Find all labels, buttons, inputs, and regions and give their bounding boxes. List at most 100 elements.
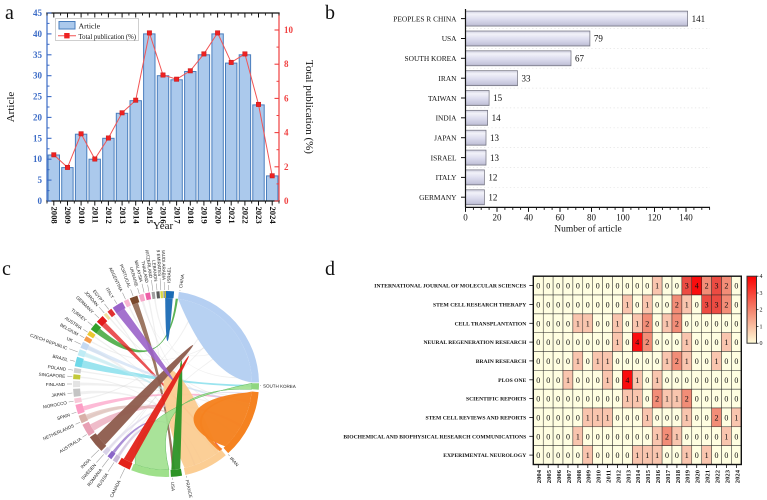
svg-text:0: 0 [734, 357, 738, 366]
svg-text:2011: 2011 [606, 470, 613, 483]
svg-text:2010: 2010 [596, 469, 603, 483]
svg-text:0: 0 [675, 413, 679, 422]
svg-text:AUSTRALIA: AUSTRALIA [59, 436, 83, 454]
svg-text:0: 0 [606, 338, 610, 347]
svg-text:0: 0 [695, 451, 699, 460]
svg-text:INDIA: INDIA [436, 114, 458, 123]
svg-text:0: 0 [536, 319, 540, 328]
svg-text:0: 0 [566, 395, 570, 404]
svg-text:0: 0 [715, 319, 719, 328]
svg-text:67: 67 [575, 54, 585, 64]
svg-text:2004: 2004 [536, 469, 543, 483]
svg-text:0: 0 [596, 300, 600, 309]
svg-text:0: 0 [665, 282, 669, 291]
svg-text:0: 0 [645, 432, 649, 441]
svg-text:CHINA: CHINA [178, 274, 185, 289]
svg-text:0: 0 [734, 319, 738, 328]
svg-text:ITALY: ITALY [436, 173, 457, 182]
svg-text:0: 0 [546, 376, 550, 385]
svg-text:0: 0 [606, 282, 610, 291]
svg-text:SOUTH KOREA: SOUTH KOREA [405, 54, 458, 63]
svg-text:0: 0 [596, 395, 600, 404]
svg-text:1: 1 [685, 357, 689, 366]
svg-text:0: 0 [705, 432, 709, 441]
svg-text:0: 0 [705, 319, 709, 328]
svg-text:1: 1 [655, 451, 659, 460]
svg-text:2016: 2016 [655, 469, 662, 483]
svg-text:0: 0 [546, 413, 550, 422]
svg-text:FINLAND: FINLAND [46, 382, 66, 387]
svg-text:Number of article: Number of article [554, 223, 622, 234]
svg-text:0: 0 [576, 282, 580, 291]
svg-text:SOUTH KOREA: SOUTH KOREA [263, 384, 296, 390]
svg-text:1: 1 [655, 432, 659, 441]
svg-text:2: 2 [705, 282, 709, 291]
svg-text:2005: 2005 [546, 469, 553, 483]
svg-text:0: 0 [645, 357, 649, 366]
svg-text:0: 0 [566, 319, 570, 328]
svg-text:2022: 2022 [714, 469, 721, 483]
svg-text:0: 0 [625, 319, 629, 328]
svg-text:0: 0 [760, 341, 763, 347]
svg-text:0: 0 [635, 282, 639, 291]
svg-text:IRAN: IRAN [229, 456, 240, 467]
svg-text:0: 0 [606, 300, 610, 309]
svg-text:0: 0 [724, 376, 728, 385]
svg-text:0: 0 [546, 319, 550, 328]
svg-text:0: 0 [586, 282, 590, 291]
svg-text:0: 0 [695, 395, 699, 404]
svg-text:0: 0 [685, 376, 689, 385]
svg-text:2023: 2023 [254, 207, 264, 224]
svg-text:4: 4 [760, 274, 763, 280]
svg-text:0: 0 [546, 338, 550, 347]
svg-text:2021: 2021 [227, 207, 237, 224]
svg-text:0: 0 [625, 282, 629, 291]
svg-text:BRAIN RESEARCH: BRAIN RESEARCH [476, 359, 527, 365]
svg-text:2012: 2012 [615, 469, 622, 483]
svg-text:2: 2 [665, 432, 669, 441]
svg-text:1: 1 [635, 319, 639, 328]
svg-text:0: 0 [724, 357, 728, 366]
svg-text:IRAN: IRAN [438, 74, 457, 83]
svg-text:SINGAPORE: SINGAPORE [38, 372, 65, 379]
svg-text:0: 0 [38, 196, 43, 206]
svg-text:0: 0 [695, 319, 699, 328]
svg-text:0: 0 [616, 357, 620, 366]
svg-text:2024: 2024 [268, 207, 278, 225]
svg-text:0: 0 [625, 357, 629, 366]
svg-text:3: 3 [715, 300, 719, 309]
svg-text:0: 0 [705, 357, 709, 366]
svg-text:10: 10 [284, 25, 294, 35]
svg-text:0: 0 [665, 413, 669, 422]
svg-text:1: 1 [760, 325, 763, 331]
svg-text:0: 0 [715, 338, 719, 347]
svg-text:SWITZERLAND: SWITZERLAND [144, 250, 154, 279]
svg-text:INDIA: INDIA [80, 457, 92, 469]
svg-text:0: 0 [695, 432, 699, 441]
svg-text:ISRAEL: ISRAEL [166, 266, 171, 283]
svg-text:2014: 2014 [635, 469, 642, 483]
svg-text:0: 0 [705, 413, 709, 422]
svg-text:2024: 2024 [734, 469, 741, 483]
svg-text:6: 6 [284, 93, 289, 103]
svg-text:0: 0 [734, 451, 738, 460]
svg-text:1: 1 [675, 395, 679, 404]
svg-text:0: 0 [715, 432, 719, 441]
svg-text:1: 1 [625, 395, 629, 404]
svg-text:0: 0 [675, 376, 679, 385]
svg-text:1: 1 [606, 376, 610, 385]
svg-text:STEM CELL REVIEWS AND REPORTS: STEM CELL REVIEWS AND REPORTS [425, 415, 526, 421]
svg-text:0: 0 [635, 432, 639, 441]
svg-text:2007: 2007 [566, 469, 573, 483]
svg-text:0: 0 [586, 395, 590, 404]
svg-text:2: 2 [724, 282, 728, 291]
svg-text:0: 0 [556, 413, 560, 422]
svg-text:1: 1 [596, 413, 600, 422]
svg-text:SPAIN: SPAIN [56, 412, 70, 421]
svg-text:0: 0 [616, 300, 620, 309]
svg-text:0: 0 [734, 300, 738, 309]
svg-text:0: 0 [546, 300, 550, 309]
svg-text:0: 0 [625, 432, 629, 441]
svg-text:1: 1 [645, 451, 649, 460]
svg-text:0: 0 [596, 338, 600, 347]
